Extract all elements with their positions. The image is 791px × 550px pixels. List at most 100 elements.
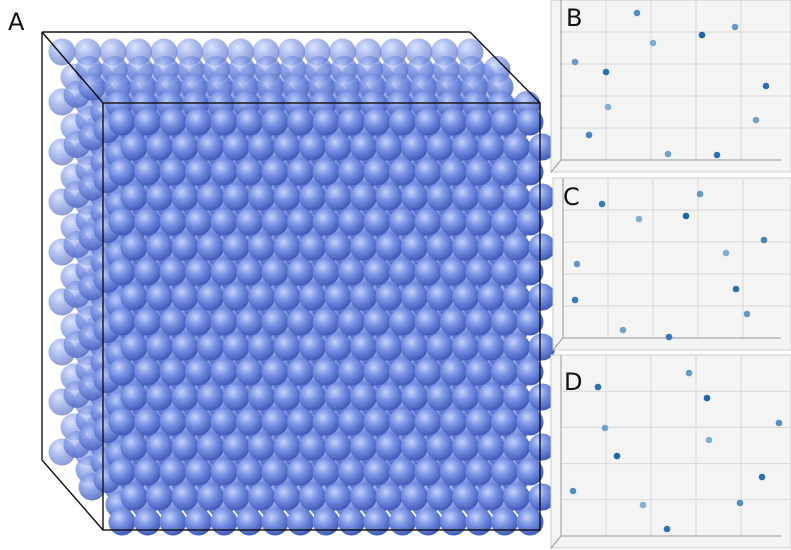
sphere — [376, 184, 403, 211]
sphere — [146, 434, 173, 461]
sphere — [172, 384, 199, 411]
sphere — [287, 359, 314, 386]
sphere — [262, 259, 289, 286]
sphere — [274, 484, 301, 511]
sphere — [376, 484, 403, 511]
sphere — [376, 434, 403, 461]
sphere — [478, 484, 505, 511]
sphere — [146, 234, 173, 261]
sphere — [401, 134, 428, 161]
sphere — [364, 259, 391, 286]
sphere — [338, 309, 365, 336]
scatter-point — [666, 334, 673, 341]
scatter-point — [650, 40, 657, 47]
sphere — [274, 184, 301, 211]
sphere — [338, 509, 365, 536]
sphere — [478, 434, 505, 461]
sphere — [223, 434, 250, 461]
sphere — [401, 484, 428, 511]
sphere — [325, 234, 352, 261]
scatter-point — [737, 500, 744, 507]
sphere — [262, 159, 289, 186]
sphere — [185, 459, 212, 486]
sphere — [185, 409, 212, 436]
sphere — [134, 259, 161, 286]
scatter-point — [602, 425, 609, 432]
sphere — [197, 134, 224, 161]
sphere — [427, 184, 454, 211]
sphere — [299, 434, 326, 461]
sphere — [452, 134, 479, 161]
sphere — [364, 159, 391, 186]
sphere — [262, 409, 289, 436]
sphere — [313, 509, 340, 536]
sphere — [325, 134, 352, 161]
sphere — [350, 484, 377, 511]
panel-label: B — [566, 4, 582, 32]
sphere — [427, 234, 454, 261]
scatter-point — [761, 237, 768, 244]
sphere — [172, 334, 199, 361]
sphere — [389, 159, 416, 186]
sphere — [160, 409, 187, 436]
scatter-point — [620, 327, 627, 334]
sphere — [491, 259, 518, 286]
scatter-point — [776, 420, 783, 427]
sphere — [134, 459, 161, 486]
sphere — [503, 434, 530, 461]
scatter-point — [723, 250, 730, 257]
sphere — [299, 334, 326, 361]
sphere — [325, 184, 352, 211]
sphere — [389, 209, 416, 236]
sphere — [211, 109, 238, 136]
sphere — [427, 484, 454, 511]
sphere — [491, 459, 518, 486]
sphere — [79, 74, 106, 101]
sphere — [236, 159, 263, 186]
sphere — [401, 434, 428, 461]
sphere — [223, 134, 250, 161]
sphere — [248, 284, 275, 311]
sphere — [236, 209, 263, 236]
scatter-point — [759, 474, 766, 481]
sphere — [325, 384, 352, 411]
scatter-point — [599, 201, 606, 208]
sphere — [160, 159, 187, 186]
sphere — [389, 359, 416, 386]
sphere — [160, 359, 187, 386]
sphere — [236, 459, 263, 486]
sphere — [299, 384, 326, 411]
sphere — [338, 209, 365, 236]
scatter-point — [665, 151, 672, 158]
sphere — [376, 334, 403, 361]
sphere — [248, 134, 275, 161]
sphere — [160, 259, 187, 286]
sphere — [313, 409, 340, 436]
sphere — [325, 334, 352, 361]
sphere — [401, 184, 428, 211]
sphere — [440, 309, 467, 336]
sphere — [146, 384, 173, 411]
sphere — [491, 309, 518, 336]
scatter-point — [699, 32, 706, 39]
scatter-point — [763, 83, 770, 90]
sphere — [134, 309, 161, 336]
sphere — [146, 334, 173, 361]
sphere — [338, 259, 365, 286]
sphere — [313, 259, 340, 286]
sphere — [262, 359, 289, 386]
sphere — [185, 309, 212, 336]
sphere — [440, 259, 467, 286]
sphere — [172, 184, 199, 211]
sphere — [478, 334, 505, 361]
sphere — [350, 284, 377, 311]
sphere — [478, 284, 505, 311]
sphere — [452, 384, 479, 411]
sphere — [160, 459, 187, 486]
sphere — [121, 134, 148, 161]
figure: A B C D — [0, 0, 791, 550]
sphere — [338, 459, 365, 486]
sphere — [109, 209, 136, 236]
sphere — [466, 259, 493, 286]
sphere — [172, 234, 199, 261]
